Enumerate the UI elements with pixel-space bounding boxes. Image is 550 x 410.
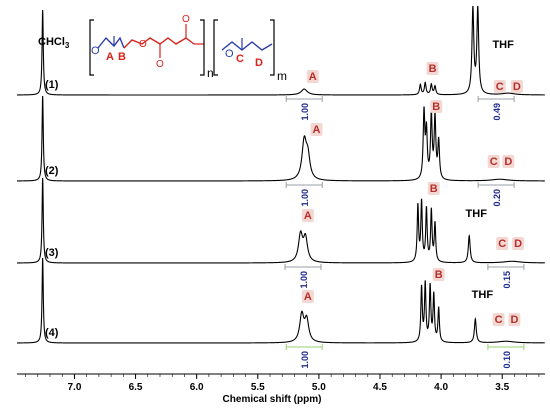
peak-label-bg xyxy=(502,155,515,168)
x-tick-label: 4.5 xyxy=(373,382,387,393)
peak-label-d: D xyxy=(504,156,512,168)
peak-label-b: B xyxy=(429,63,437,75)
integral-value: 1.00 xyxy=(300,103,310,121)
peak-label-d: D xyxy=(513,81,521,93)
x-tick-label: 5.0 xyxy=(312,382,326,393)
svg-text:m: m xyxy=(277,69,287,83)
peak-label-b: B xyxy=(435,269,443,281)
peak-label-bg xyxy=(493,80,506,93)
spectrum-trace-3 xyxy=(17,177,545,264)
integral-value: 0.49 xyxy=(492,103,502,121)
x-tick-label: 4.0 xyxy=(434,382,448,393)
peak-label-a: A xyxy=(309,71,317,83)
integral-value: 1.00 xyxy=(299,271,309,289)
integrals-group: 1.00 0.49 1.00 0.20 1.00 0.15 1.00 0.10 xyxy=(284,96,525,369)
peak-label-bg xyxy=(512,237,525,250)
integral-value: 1.00 xyxy=(300,351,310,369)
peak-label-bg xyxy=(306,70,319,83)
x-axis: 7.0 6.5 6.0 5.5 5.0 4.5 4.0 3.5 xyxy=(17,373,545,393)
peak-label-b: B xyxy=(430,183,438,195)
peak-label-bg xyxy=(510,80,523,93)
peak-label-a: A xyxy=(304,210,312,222)
thf-label: THF xyxy=(466,208,488,220)
peak-label-bg xyxy=(310,123,323,136)
structure-label-d: D xyxy=(255,57,263,69)
structure-label-a: A xyxy=(106,51,114,63)
peak-label-bg xyxy=(496,237,509,250)
thf-label: THF xyxy=(492,39,514,51)
svg-text:O: O xyxy=(139,39,147,50)
thf-label: THF xyxy=(472,289,494,301)
solvent-label: CHCl3 xyxy=(38,36,70,50)
integral-value: 0.10 xyxy=(502,351,512,369)
spectrum-trace-4 xyxy=(16,257,545,344)
spectrum-trace-1 xyxy=(17,5,545,96)
peak-label-bg xyxy=(508,313,521,326)
structure-label-b: B xyxy=(118,51,126,63)
peak-label-a: A xyxy=(312,124,320,136)
x-tick-label: 3.5 xyxy=(495,382,509,393)
spectrum-traces xyxy=(16,5,545,344)
peak-label-bg xyxy=(426,62,439,75)
integral-value: 0.15 xyxy=(502,271,512,289)
peak-label-d: D xyxy=(510,314,518,326)
svg-text:O: O xyxy=(182,14,190,25)
peak-label-bg xyxy=(487,155,500,168)
spectrum-trace-2 xyxy=(17,95,545,182)
spectrum-labels-group: (1) (2) (3) (4) xyxy=(45,79,59,339)
svg-text:O: O xyxy=(156,59,164,70)
peak-label-c: C xyxy=(498,238,506,250)
peak-label-a: A xyxy=(304,291,312,303)
peak-label-c: C xyxy=(495,314,503,326)
chemical-structure: O O O O n O m A B C D xyxy=(89,14,287,83)
svg-text:n: n xyxy=(207,66,214,80)
x-tick-label: 6.5 xyxy=(129,382,143,393)
peak-label-c: C xyxy=(490,156,498,168)
spectrum-label: (3) xyxy=(45,247,59,259)
peak-label-bg xyxy=(427,182,440,195)
structure-label-c: C xyxy=(236,53,244,65)
integral-value: 1.00 xyxy=(300,189,310,207)
peak-label-bg xyxy=(301,209,314,222)
svg-text:O: O xyxy=(91,45,100,57)
peak-label-b: B xyxy=(432,101,440,113)
x-tick-label: 5.5 xyxy=(251,382,265,393)
x-tick-label: 7.0 xyxy=(67,382,81,393)
peak-label-bg xyxy=(430,100,443,113)
peak-label-bg xyxy=(432,268,445,281)
peak-label-d: D xyxy=(514,238,522,250)
x-tick-label: 6.0 xyxy=(190,382,204,393)
spectrum-label: (2) xyxy=(45,165,59,177)
svg-text:O: O xyxy=(225,48,234,60)
peak-label-bg xyxy=(301,290,314,303)
x-axis-label: Chemical shift (ppm) xyxy=(223,394,322,405)
peak-label-bg xyxy=(492,313,505,326)
integral-value: 0.20 xyxy=(492,189,502,207)
peak-label-c: C xyxy=(496,81,504,93)
spectrum-label: (4) xyxy=(45,327,59,339)
spectrum-label: (1) xyxy=(45,79,59,91)
